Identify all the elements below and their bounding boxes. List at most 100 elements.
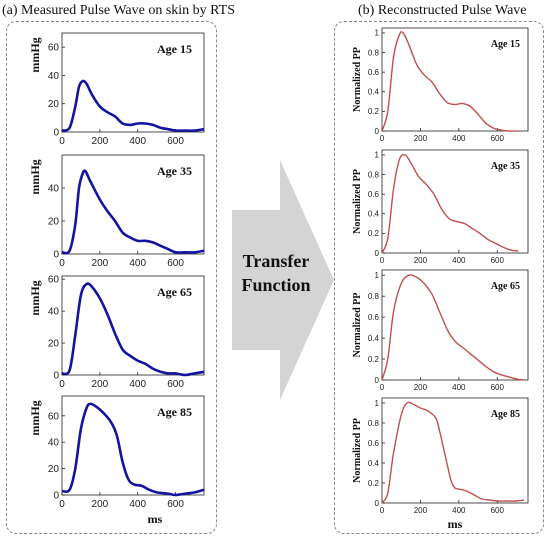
chart-a-3-ytick-label: 60 xyxy=(48,275,60,286)
chart-a-3-ytick-label: 20 xyxy=(48,339,60,350)
chart-a-1-xtick-label: 0 xyxy=(59,136,65,147)
chart-a-4-series-line xyxy=(61,402,205,497)
chart-a-2-series-line xyxy=(61,169,205,255)
chart-b-1-xtick-label: 0 xyxy=(380,134,385,143)
chart-a-1-xtick-label: 600 xyxy=(167,136,184,147)
transfer-function-arrow xyxy=(232,160,334,400)
chart-b-4-xtick-label: 400 xyxy=(452,506,466,515)
chart-a-2-xtick-label: 200 xyxy=(92,258,109,269)
chart-b-2-ylabel: Normalized PP xyxy=(352,169,363,234)
chart-b-1-ytick-label: 0.2 xyxy=(368,107,380,116)
chart-a-3-series-line xyxy=(61,282,205,377)
chart-b-3-ytick-label: 0.6 xyxy=(368,313,380,322)
chart-b-1-ytick-label: 0.4 xyxy=(368,88,380,97)
chart-a-4-xtick-label: 0 xyxy=(59,499,65,510)
chart-b-4-xtick-label: 600 xyxy=(491,506,505,515)
chart-b-2-ytick-label: 0 xyxy=(375,249,380,258)
chart-b-2-ytick-label: 0.4 xyxy=(368,210,380,219)
transfer-function-line-1: Transfer xyxy=(242,251,310,271)
chart-b-1-axes-box xyxy=(381,27,529,132)
chart-b-3-xtick-label: 0 xyxy=(380,383,385,392)
chart-b-4-xtick-label: 200 xyxy=(414,506,428,515)
chart-a-2-age-label: Age 35 xyxy=(157,164,192,178)
chart-a-3-ylabel: mmHg xyxy=(28,280,42,315)
chart-b-2-xtick-label: 0 xyxy=(380,256,385,265)
chart-a-1-xtick-label: 400 xyxy=(129,136,146,147)
chart-a-2-ytick-label: 40 xyxy=(48,184,60,195)
left-panel-frame xyxy=(6,21,217,534)
chart-a-1-series-line xyxy=(61,79,205,132)
chart-b-1-ytick-label: 1 xyxy=(375,29,380,38)
chart-b-4-series-line xyxy=(381,401,525,504)
chart-b-1-xtick-label: 400 xyxy=(452,134,466,143)
chart-a-2-ylabel: mmHg xyxy=(28,159,42,194)
chart-b-2-axes-box xyxy=(381,149,529,254)
chart-b-3-ytick-label: 0.2 xyxy=(368,355,380,364)
chart-b-1-ytick-label: 0.8 xyxy=(368,48,380,57)
chart-a-1-axes-box xyxy=(61,32,205,133)
chart-a-3-xtick-label: 400 xyxy=(129,379,146,390)
chart-b-2-xtick-label: 200 xyxy=(414,256,428,265)
chart-a-4-xlabel: ms xyxy=(148,512,163,526)
chart-b-4-age-label: Age 85 xyxy=(491,409,520,420)
chart-b-2-series-line xyxy=(381,153,519,254)
chart-a-4-ytick-label: 60 xyxy=(48,411,60,422)
chart-b-1-series-line xyxy=(381,31,517,132)
chart-b-2-xtick-label: 600 xyxy=(491,256,505,265)
chart-b-1-age-label: Age 15 xyxy=(491,39,520,50)
chart-a-2-ytick-label: 0 xyxy=(53,250,59,261)
chart-b-2-ytick-label: 1 xyxy=(375,151,380,160)
chart-b-3-xtick-label: 200 xyxy=(414,383,428,392)
chart-a-2-xtick-label: 400 xyxy=(129,258,146,269)
chart-b-1-ylabel: Normalized PP xyxy=(352,47,363,112)
chart-b-3-xtick-label: 400 xyxy=(452,383,466,392)
chart-a-3-xtick-label: 200 xyxy=(92,379,109,390)
chart-b-4-ytick-label: 0 xyxy=(375,499,380,508)
chart-b-1-xtick-label: 200 xyxy=(414,134,428,143)
chart-b-3-ytick-label: 0 xyxy=(375,376,380,385)
chart-a-4-ytick-label: 20 xyxy=(48,464,60,475)
chart-a-4-age-label: Age 85 xyxy=(157,405,192,419)
chart-a-1-ytick-label: 0 xyxy=(53,128,59,139)
chart-a-4-xtick-label: 200 xyxy=(92,499,109,510)
chart-a-3-ytick-label: 0 xyxy=(53,371,59,382)
chart-b-2-xtick-label: 400 xyxy=(452,256,466,265)
chart-b-3-age-label: Age 65 xyxy=(491,281,520,292)
chart-b-4-ytick-label: 0.8 xyxy=(368,419,380,428)
chart-b-4-xtick-label: 0 xyxy=(380,506,385,515)
chart-b-3-axes-box xyxy=(381,269,529,381)
chart-a-1-ylabel: mmHg xyxy=(28,37,42,72)
chart-a-1-age-label: Age 15 xyxy=(157,42,192,56)
chart-b-2-ytick-label: 0.2 xyxy=(368,229,380,238)
chart-b-4-ytick-label: 0.4 xyxy=(368,459,380,468)
chart-b-4-ytick-label: 1 xyxy=(375,399,380,408)
chart-a-4-xtick-label: 600 xyxy=(167,499,184,510)
chart-a-1-ytick-label: 20 xyxy=(48,99,60,110)
chart-b-2-ytick-label: 0.6 xyxy=(368,190,380,199)
chart-b-3-ytick-label: 0.8 xyxy=(368,292,380,301)
chart-a-3-ytick-label: 40 xyxy=(48,307,60,318)
chart-a-3-xtick-label: 0 xyxy=(59,379,65,390)
chart-b-3-series-line xyxy=(381,274,525,381)
chart-b-4-axes-box xyxy=(381,397,529,504)
chart-a-1-ytick-label: 40 xyxy=(48,71,60,82)
chart-a-4-ylabel: mmHg xyxy=(28,400,42,435)
transfer-function-line-2: Function xyxy=(241,275,311,295)
chart-b-1-ytick-label: 0.6 xyxy=(368,68,380,77)
right-panel-frame xyxy=(334,21,544,534)
chart-b-3-ytick-label: 1 xyxy=(375,271,380,280)
right-panel-title: (b) Reconstructed Pulse Wave xyxy=(358,3,527,18)
chart-b-4-xlabel: ms xyxy=(448,517,463,531)
chart-a-1-ytick-label: 60 xyxy=(48,43,60,54)
chart-b-1-ytick-label: 0 xyxy=(375,127,380,136)
chart-b-3-ylabel: Normalized PP xyxy=(352,293,363,358)
chart-b-2-ytick-label: 0.8 xyxy=(368,170,380,179)
chart-a-2-ytick-label: 20 xyxy=(48,217,60,228)
left-panel-title: (a) Measured Pulse Wave on skin by RTS xyxy=(2,3,236,18)
chart-b-3-xtick-label: 600 xyxy=(491,383,505,392)
chart-a-1-xtick-label: 200 xyxy=(92,136,109,147)
chart-a-2-xtick-label: 0 xyxy=(59,258,65,269)
chart-b-4-ytick-label: 0.2 xyxy=(368,479,380,488)
chart-a-3-xtick-label: 600 xyxy=(167,379,184,390)
